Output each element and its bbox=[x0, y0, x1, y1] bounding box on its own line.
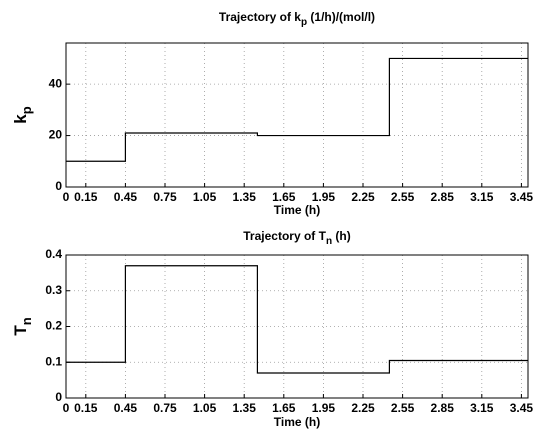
y-tick-label: 20 bbox=[49, 128, 63, 142]
x-tick-label: 1.65 bbox=[272, 401, 296, 415]
title-part: Trajectory of T bbox=[243, 229, 326, 243]
x-tick-label: 1.35 bbox=[233, 401, 257, 415]
title-part: (1/h)/(mol/l) bbox=[307, 10, 375, 24]
x-tick-label: 1.95 bbox=[312, 401, 336, 415]
x-tick-label: 0 bbox=[63, 190, 70, 204]
x-axis-label: Time (h) bbox=[274, 415, 320, 429]
x-tick-label: 3.15 bbox=[470, 190, 494, 204]
x-tick-label: 2.85 bbox=[431, 190, 455, 204]
x-tick-label: 2.85 bbox=[431, 401, 455, 415]
chart-title: Trajectory of Tn (h) bbox=[243, 229, 350, 246]
x-tick-label: 0.75 bbox=[153, 190, 177, 204]
title-part: n bbox=[326, 236, 332, 247]
data-line bbox=[66, 265, 528, 374]
plot-frame bbox=[65, 254, 529, 399]
x-tick-label: 1.35 bbox=[233, 190, 257, 204]
chart-title: Trajectory of kp (1/h)/(mol/l) bbox=[219, 10, 375, 27]
y-label-part: k bbox=[11, 114, 30, 124]
x-tick-label: 0 bbox=[63, 401, 70, 415]
x-tick-label: 3.45 bbox=[510, 401, 534, 415]
y-tick-label: 0 bbox=[55, 179, 62, 193]
y-label-part: T bbox=[11, 325, 30, 336]
x-tick-label: 3.45 bbox=[510, 190, 534, 204]
x-tick-label: 1.05 bbox=[193, 401, 217, 415]
y-tick-label: 0.3 bbox=[45, 283, 62, 297]
y-label-part: n bbox=[19, 317, 34, 325]
y-tick-label: 0 bbox=[55, 390, 62, 404]
title-part: (h) bbox=[332, 229, 351, 243]
title-part: Trajectory of k bbox=[219, 10, 301, 24]
y-label-part: p bbox=[19, 106, 34, 114]
x-tick-label: 1.95 bbox=[312, 190, 336, 204]
y-tick-label: 40 bbox=[49, 76, 63, 90]
x-tick-label: 2.55 bbox=[391, 190, 415, 204]
y-tick-label: 0.1 bbox=[45, 354, 62, 368]
title-part: p bbox=[301, 17, 307, 28]
x-tick-label: 0.75 bbox=[153, 401, 177, 415]
y-axis-label: kp bbox=[11, 106, 34, 123]
x-tick-label: 3.15 bbox=[470, 401, 494, 415]
x-tick-label: 0.45 bbox=[114, 401, 138, 415]
x-tick-label: 0.45 bbox=[114, 190, 138, 204]
x-axis-label: Time (h) bbox=[274, 203, 320, 217]
x-tick-label: 1.65 bbox=[272, 190, 296, 204]
y-tick-label: 0.2 bbox=[45, 319, 62, 333]
x-tick-label: 2.25 bbox=[351, 401, 375, 415]
y-tick-label: 0.4 bbox=[45, 247, 62, 261]
x-tick-label: 1.05 bbox=[193, 190, 217, 204]
x-tick-label: 2.25 bbox=[351, 190, 375, 204]
data-line bbox=[66, 57, 528, 162]
x-tick-label: 2.55 bbox=[391, 401, 415, 415]
y-axis-label: Tn bbox=[11, 317, 34, 335]
x-tick-label: 0.15 bbox=[74, 401, 98, 415]
plot-frame bbox=[65, 42, 529, 188]
x-tick-label: 0.15 bbox=[74, 190, 98, 204]
